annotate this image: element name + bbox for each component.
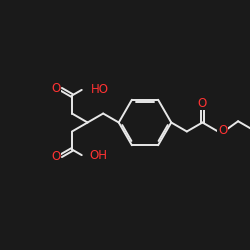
Text: O: O <box>51 150 60 164</box>
Text: O: O <box>51 82 60 94</box>
Text: O: O <box>198 97 207 110</box>
Text: O: O <box>218 124 227 137</box>
Text: OH: OH <box>89 148 107 162</box>
Text: HO: HO <box>90 84 108 96</box>
